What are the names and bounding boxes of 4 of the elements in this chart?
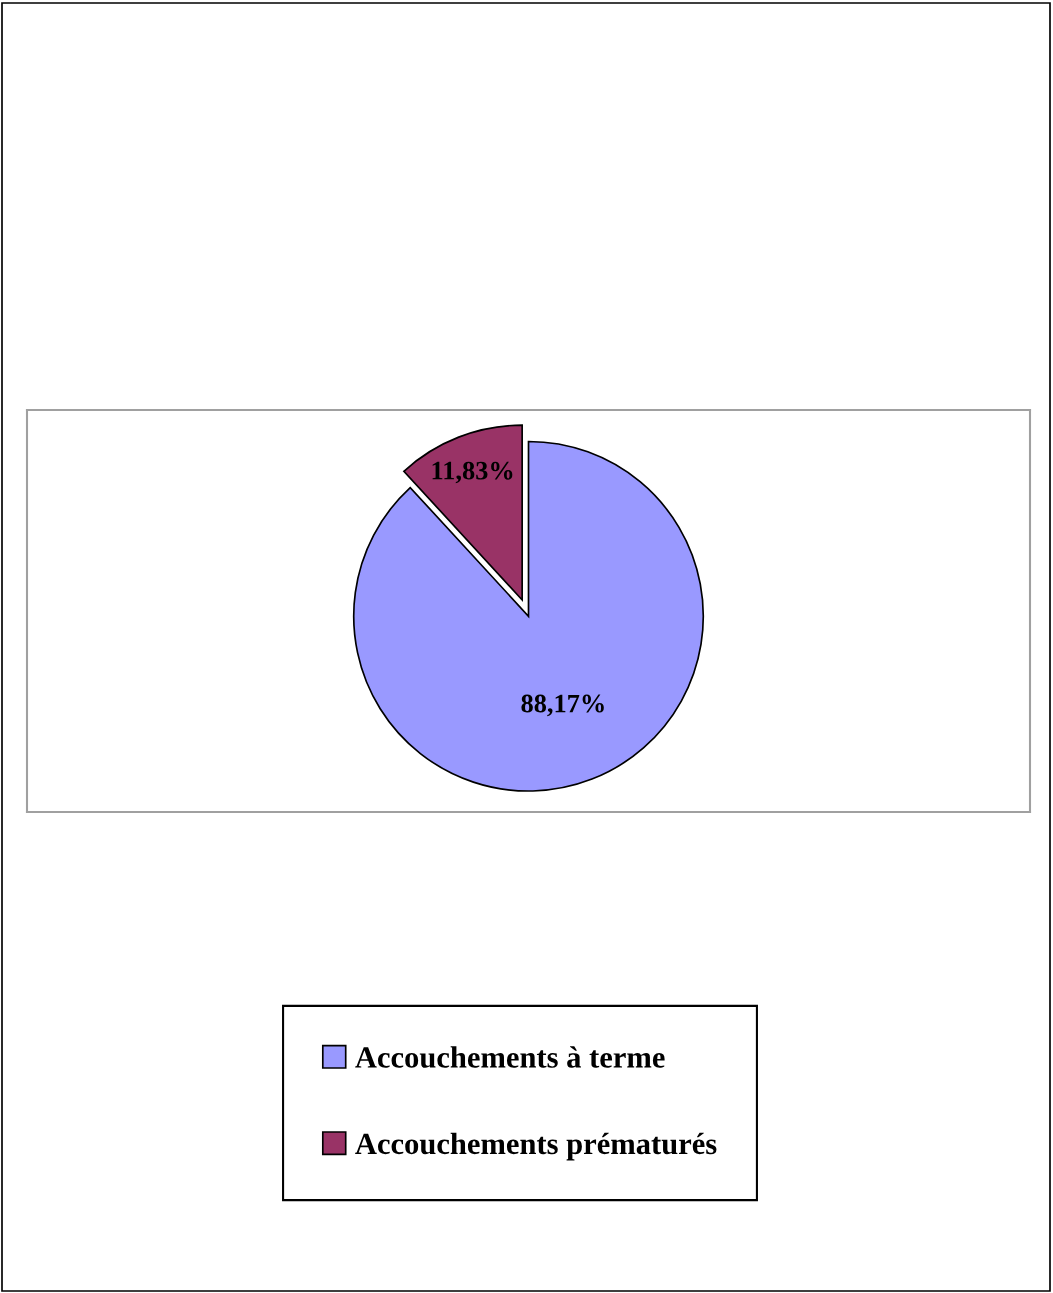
- legend-label: Accouchements prématurés: [355, 1132, 717, 1161]
- data-label: 88,17%: [521, 694, 604, 717]
- data-label: 11,83%: [432, 461, 513, 484]
- legend-label: Accouchements à terme: [355, 1046, 665, 1068]
